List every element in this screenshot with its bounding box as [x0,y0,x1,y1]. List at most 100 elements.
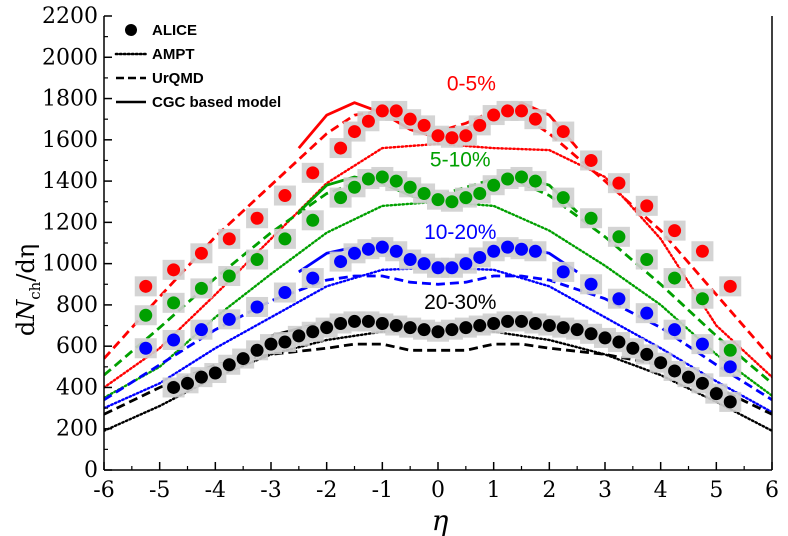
x-tick-label: -6 [93,478,114,503]
alice-point-5-10pct [515,170,528,184]
centrality-label-5-10pct: 5-10% [430,149,491,172]
alice-point-10-20pct [459,257,473,271]
alice-point-5-10pct [348,180,361,194]
alice-point-5-10pct [334,191,348,205]
alice-point-0-5pct [528,112,542,126]
alice-point-20-30pct [654,356,668,370]
legend: ALICE AMPT UrQMD CGC based model [114,22,281,111]
alice-point-20-30pct [181,376,194,390]
legend-label-ampt: AMPT [152,46,195,63]
alice-point-20-30pct [668,364,682,378]
alice-point-20-30pct [375,316,389,330]
alice-point-10-20pct [723,360,737,374]
alice-point-5-10pct [668,271,682,285]
alice-point-20-30pct [194,370,208,384]
alice-point-5-10pct [473,186,487,200]
alice-point-20-30pct [334,316,348,330]
x-tick-label: 1 [487,478,501,503]
alice-point-20-30pct [292,329,306,343]
y-tick-label: 1600 [42,128,98,153]
alice-point-20-30pct [542,319,556,333]
x-tick-label: 2 [542,478,556,503]
y-tick-label: 200 [56,417,98,442]
y-tick-label: 800 [56,293,98,318]
x-tick-label: -5 [149,478,170,503]
alice-point-20-30pct [584,327,598,341]
alice-point-20-30pct [445,323,459,337]
alice-point-10-20pct [417,257,431,271]
alice-point-5-10pct [445,195,459,209]
alice-point-10-20pct [501,240,515,254]
y-tick-label: 1400 [42,169,98,194]
alice-point-5-10pct [612,230,626,244]
alice-point-10-20pct [640,306,654,320]
series-20-30pct [104,311,772,432]
legend-label-urqmd: UrQMD [152,70,204,87]
x-axis-label: η [432,504,449,536]
alice-point-5-10pct [528,174,542,188]
alice-point-20-30pct [403,321,417,335]
alice-point-20-30pct [167,380,181,394]
alice-point-10-20pct [487,244,501,258]
alice-point-0-5pct [306,166,320,180]
alice-point-10-20pct [695,337,709,351]
alice-point-10-20pct [375,240,389,254]
alice-point-5-10pct [723,343,737,357]
alice-point-0-5pct [222,232,236,246]
alice-point-10-20pct [306,271,320,285]
alice-point-0-5pct [194,246,208,260]
alice-point-20-30pct [570,323,584,337]
alice-point-20-30pct [709,387,723,401]
alice-point-10-20pct [250,300,264,314]
x-tick-label: -1 [372,478,393,503]
alice-point-5-10pct [389,174,403,188]
x-tick-label: 0 [431,478,445,503]
alice-point-20-30pct [487,316,501,330]
alice-point-20-30pct [556,321,570,335]
y-axis-label-n: N [12,299,40,322]
legend-marker-alice [125,24,137,36]
alice-point-0-5pct [361,114,375,128]
alice-point-10-20pct [431,261,445,275]
alice-point-5-10pct [640,253,654,267]
centrality-label-10-20pct: 10-20% [424,221,496,244]
y-tick-label: 1800 [42,87,98,112]
alice-point-20-30pct [306,325,320,339]
x-tick-label: -3 [260,478,281,503]
alice-point-20-30pct [222,358,236,372]
alice-point-5-10pct [487,178,501,192]
alice-point-5-10pct [167,296,181,310]
alice-point-20-30pct [612,335,626,349]
alice-point-0-5pct [695,244,709,258]
alice-point-20-30pct [598,331,612,345]
alice-point-20-30pct [236,352,250,366]
alice-point-0-5pct [501,104,515,118]
series-0-5pct [104,100,772,389]
y-tick-label: 1200 [42,210,98,235]
alice-point-5-10pct [375,170,389,184]
alice-point-5-10pct [431,193,445,207]
alice-point-5-10pct [194,281,208,295]
alice-point-0-5pct [515,104,528,118]
alice-point-5-10pct [695,292,709,306]
x-tick-label: -2 [316,478,337,503]
y-tick-label: 1000 [42,252,98,277]
alice-point-5-10pct [501,172,515,186]
alice-point-10-20pct [403,253,417,267]
alice-point-10-20pct [612,292,626,306]
centrality-labels: 0-5% 5-10% 10-20% 20-30% [424,72,496,314]
alice-point-0-5pct [640,199,654,213]
alice-point-0-5pct [278,189,292,203]
alice-point-20-30pct [501,314,515,328]
alice-point-20-30pct [682,370,695,384]
alice-point-10-20pct [334,255,348,269]
alice-point-10-20pct [222,312,236,326]
y-axis-label: dNch/dη [12,244,44,336]
alice-point-10-20pct [473,250,487,264]
alice-point-10-20pct [528,244,542,258]
x-tick-label: -4 [205,478,226,503]
alice-point-20-30pct [348,314,361,328]
x-tick-label: 6 [765,478,779,503]
alice-point-0-5pct [417,118,431,132]
